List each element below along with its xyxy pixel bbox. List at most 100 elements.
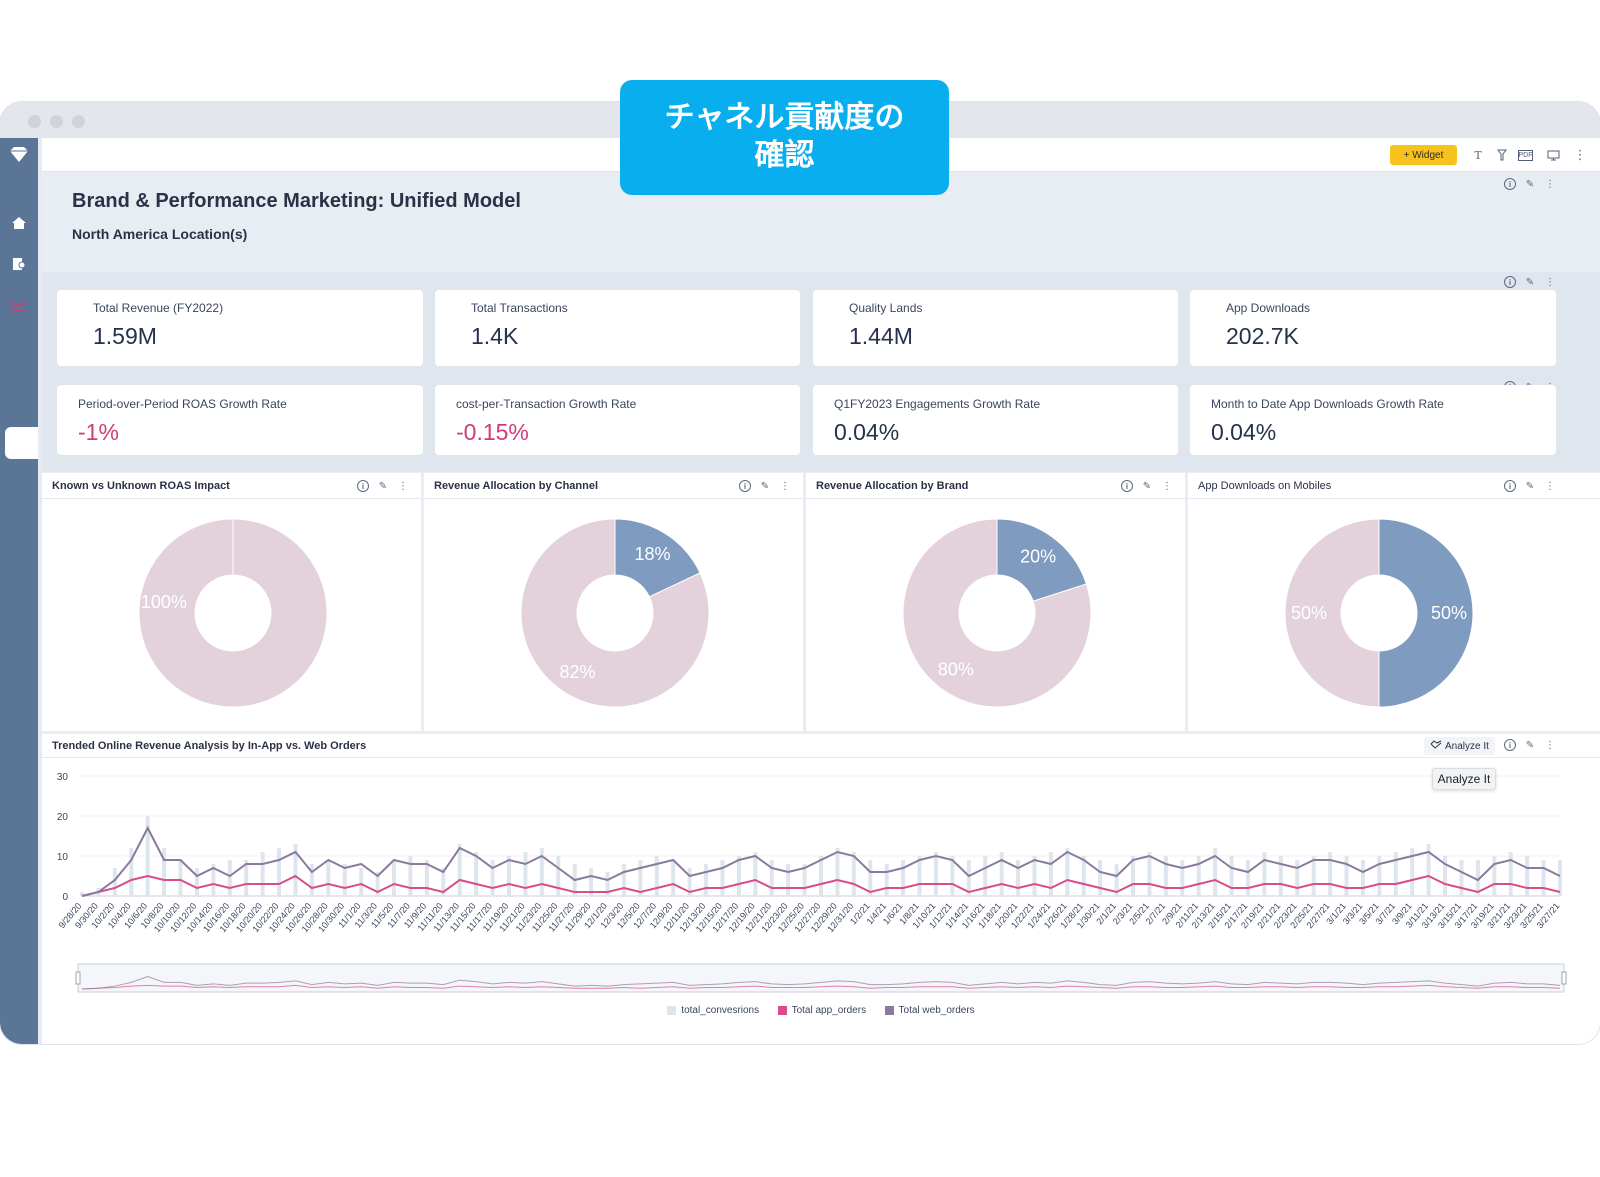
bar[interactable] xyxy=(786,864,791,896)
legend-item[interactable]: Total web_orders xyxy=(884,1005,975,1016)
bar[interactable] xyxy=(917,856,922,896)
donut-slice[interactable] xyxy=(138,518,328,708)
bar[interactable] xyxy=(408,856,413,896)
bar[interactable] xyxy=(1048,852,1053,896)
info-icon[interactable]: i xyxy=(1504,739,1516,751)
kpi-card[interactable]: Month to Date App Downloads Growth Rate … xyxy=(1190,385,1556,455)
donut-slice[interactable] xyxy=(614,518,701,598)
bar[interactable] xyxy=(211,864,216,896)
present-icon[interactable] xyxy=(1545,147,1561,163)
kpi-card[interactable]: App Downloads 202.7K xyxy=(1190,290,1556,366)
bar[interactable] xyxy=(1245,860,1250,896)
bar[interactable] xyxy=(457,844,462,896)
window-close-dot[interactable] xyxy=(28,115,41,128)
bar[interactable] xyxy=(1410,848,1415,896)
bar[interactable] xyxy=(1229,856,1234,896)
bar[interactable] xyxy=(112,868,117,896)
bar[interactable] xyxy=(309,864,314,896)
bar[interactable] xyxy=(359,868,364,896)
bar[interactable] xyxy=(1032,856,1037,896)
bar[interactable] xyxy=(901,860,906,896)
bar[interactable] xyxy=(851,852,856,896)
bar[interactable] xyxy=(293,844,298,896)
bar[interactable] xyxy=(769,860,774,896)
bar[interactable] xyxy=(1344,856,1349,896)
user-report-icon[interactable] xyxy=(6,251,32,277)
bar[interactable] xyxy=(1262,852,1267,896)
bar[interactable] xyxy=(244,860,249,896)
bar[interactable] xyxy=(523,852,528,896)
bar[interactable] xyxy=(1098,860,1103,896)
edit-pencil-icon[interactable]: ✎ xyxy=(1525,739,1535,751)
bar[interactable] xyxy=(753,852,758,896)
home-icon[interactable] xyxy=(6,210,32,236)
filter-icon[interactable] xyxy=(1494,147,1510,163)
bar[interactable] xyxy=(1196,856,1201,896)
bar[interactable] xyxy=(1558,860,1562,896)
bar[interactable] xyxy=(605,872,610,896)
edit-pencil-icon[interactable]: ✎ xyxy=(760,480,770,492)
bar[interactable] xyxy=(868,860,873,896)
kpi-card[interactable]: Period-over-Period ROAS Growth Rate -1% xyxy=(57,385,423,455)
bar[interactable] xyxy=(260,852,265,896)
bar[interactable] xyxy=(1541,860,1546,896)
donut-slice[interactable] xyxy=(1378,518,1474,708)
navigator-handle-right[interactable] xyxy=(1561,971,1567,985)
edit-pencil-icon[interactable]: ✎ xyxy=(378,480,388,492)
bar[interactable] xyxy=(506,856,511,896)
bar[interactable] xyxy=(720,860,725,896)
bar[interactable] xyxy=(474,852,479,896)
bar[interactable] xyxy=(950,856,955,896)
pdf-export-icon[interactable]: PDF xyxy=(1518,150,1533,161)
donut-slice[interactable] xyxy=(1284,518,1380,708)
donut-slice[interactable] xyxy=(520,518,710,708)
kpi-card[interactable]: Total Revenue (FY2022) 1.59M xyxy=(57,290,423,366)
range-navigator[interactable] xyxy=(77,963,1565,993)
bar[interactable] xyxy=(736,856,741,896)
more-vertical-icon[interactable]: ⋮ xyxy=(1162,480,1172,492)
more-vertical-icon[interactable]: ⋮ xyxy=(1545,178,1555,190)
bar[interactable] xyxy=(1525,856,1530,896)
more-vertical-icon[interactable]: ⋮ xyxy=(398,480,408,492)
bar[interactable] xyxy=(145,816,150,896)
more-menu-icon[interactable]: ⋮ xyxy=(1573,147,1587,162)
bar[interactable] xyxy=(1131,856,1136,896)
bar[interactable] xyxy=(424,860,429,896)
window-maximize-dot[interactable] xyxy=(72,115,85,128)
bar[interactable] xyxy=(1081,856,1086,896)
bar[interactable] xyxy=(1377,856,1382,896)
bar[interactable] xyxy=(1393,852,1398,896)
kpi-card[interactable]: Q1FY2023 Engagements Growth Rate 0.04% xyxy=(813,385,1178,455)
bar[interactable] xyxy=(1475,860,1480,896)
bar[interactable] xyxy=(1295,860,1300,896)
add-widget-button[interactable]: + Widget xyxy=(1390,145,1457,165)
bar[interactable] xyxy=(490,860,495,896)
analytics-chart-icon[interactable] xyxy=(6,292,32,318)
bar[interactable] xyxy=(1016,860,1021,896)
bar[interactable] xyxy=(1426,844,1431,896)
bar[interactable] xyxy=(392,860,397,896)
kpi-card[interactable]: Quality Lands 1.44M xyxy=(813,290,1178,366)
bar[interactable] xyxy=(1328,852,1333,896)
edit-pencil-icon[interactable]: ✎ xyxy=(1525,178,1535,190)
bar[interactable] xyxy=(1114,864,1119,896)
bar[interactable] xyxy=(1508,852,1513,896)
bar[interactable] xyxy=(884,864,889,896)
bar[interactable] xyxy=(687,868,692,896)
bar[interactable] xyxy=(1180,860,1185,896)
bar[interactable] xyxy=(966,860,971,896)
bar[interactable] xyxy=(983,856,988,896)
series-line[interactable] xyxy=(81,825,1561,897)
window-minimize-dot[interactable] xyxy=(50,115,63,128)
bar[interactable] xyxy=(1065,848,1070,896)
analyze-it-button[interactable]: Analyze It xyxy=(1424,737,1495,755)
bar[interactable] xyxy=(1147,852,1152,896)
bar[interactable] xyxy=(704,864,709,896)
bar[interactable] xyxy=(80,892,84,896)
info-icon[interactable]: i xyxy=(739,480,751,492)
bar[interactable] xyxy=(556,856,561,896)
info-icon[interactable]: i xyxy=(1504,276,1516,288)
info-icon[interactable]: i xyxy=(1504,480,1516,492)
bar[interactable] xyxy=(375,872,380,896)
more-vertical-icon[interactable]: ⋮ xyxy=(1545,739,1555,751)
